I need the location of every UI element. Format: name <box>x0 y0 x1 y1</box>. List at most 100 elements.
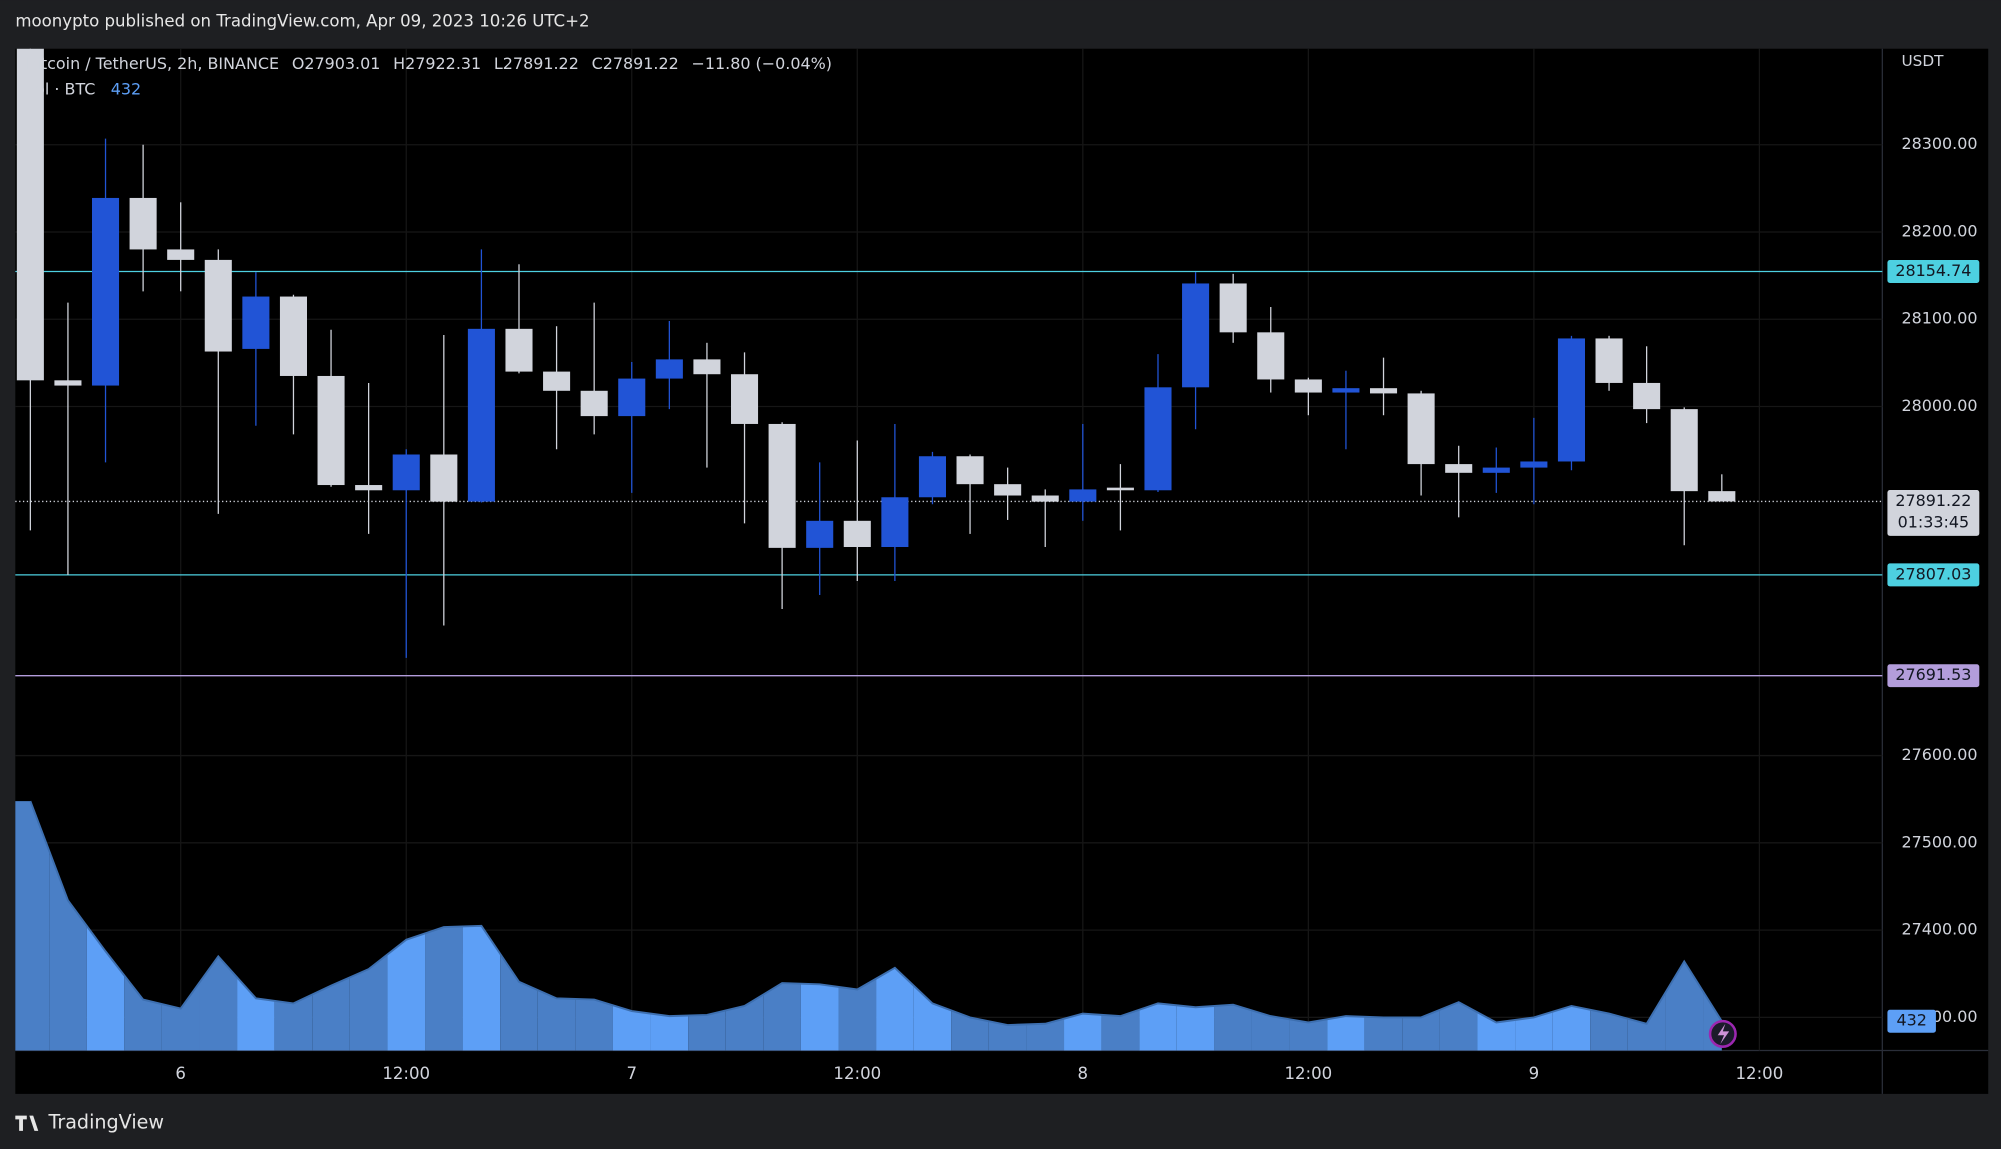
y-tick-label: 27600.00 <box>1901 745 1977 764</box>
candle-body <box>505 328 533 372</box>
candle-body <box>1369 388 1398 394</box>
candle-body <box>994 484 1022 496</box>
candle-body <box>1557 338 1585 462</box>
candle-body <box>1182 283 1210 388</box>
chart-area <box>15 48 1989 1094</box>
volume-area <box>1552 1005 1591 1051</box>
legend-open: O27903.01 <box>292 54 381 73</box>
x-tick-label: 9 <box>1529 1064 1540 1083</box>
legend-change: −11.80 (−0.04%) <box>692 54 832 73</box>
volume-area <box>1515 1011 1553 1051</box>
candle-body <box>1445 464 1473 473</box>
volume-area <box>988 1021 1027 1051</box>
volume-area <box>274 994 313 1051</box>
volume-area <box>876 967 914 1051</box>
price-label: 27691.53 <box>1895 665 1971 684</box>
price-label: 28154.74 <box>1895 261 1971 280</box>
volume-area <box>1214 1004 1252 1051</box>
last-price-box <box>1887 489 1980 536</box>
x-tick-label: 7 <box>626 1064 637 1083</box>
candle-body <box>655 359 683 379</box>
volume-area <box>1439 1002 1478 1051</box>
candle-body <box>956 456 984 485</box>
volume-label-box <box>1887 1009 1936 1033</box>
candle-body <box>768 423 796 548</box>
volume-area <box>800 983 839 1051</box>
candle-body <box>1708 491 1736 502</box>
candle-body <box>16 48 44 381</box>
volume-area <box>650 1013 689 1051</box>
volume-label: 432 <box>1896 1011 1926 1030</box>
volume-name: Vol · BTC <box>26 79 96 98</box>
candle-body <box>693 359 721 375</box>
price-label-box <box>1887 664 1980 688</box>
price-label-box <box>1887 259 1980 283</box>
volume-area <box>161 982 200 1051</box>
volume-area <box>763 983 801 1051</box>
volume-area <box>1139 1003 1177 1051</box>
candle-body <box>204 259 232 352</box>
legend-close: C27891.22 <box>592 54 679 73</box>
candle-body <box>1219 283 1247 333</box>
volume-area <box>462 925 501 1051</box>
volume-area <box>500 953 538 1051</box>
candle-body <box>1106 487 1134 491</box>
volume-area <box>86 925 125 1051</box>
y-tick-label: 27400.00 <box>1901 920 1977 939</box>
volume-area <box>15 801 50 1051</box>
volume-area <box>199 956 238 1051</box>
candle-body <box>91 197 120 386</box>
volume-area <box>1101 1009 1140 1051</box>
last-price-label: 27891.22 <box>1895 491 1971 510</box>
volume-area <box>387 933 426 1051</box>
volume-area <box>237 977 275 1051</box>
volume-area <box>1064 1013 1102 1051</box>
candle-body <box>167 249 195 260</box>
price-label: 27807.03 <box>1895 564 1971 583</box>
volume-area <box>951 1010 989 1051</box>
y-tick-label: 28000.00 <box>1901 396 1977 415</box>
candle-body <box>1144 387 1172 491</box>
volume-area <box>1665 961 1704 1051</box>
volume-area <box>1327 1016 1365 1051</box>
volume-area <box>575 998 613 1051</box>
volume-area <box>1402 1009 1440 1051</box>
footer-logo: TradingView <box>47 1111 164 1134</box>
alert-icon-bolt <box>1717 1023 1730 1045</box>
candle-body <box>1332 388 1360 393</box>
price-label-box <box>1887 563 1980 587</box>
legend-symbol: Bitcoin / TetherUS, 2h, BINANCE <box>26 54 280 73</box>
volume-area <box>1026 1018 1065 1051</box>
volume-area <box>612 1005 651 1051</box>
y-tick-label: 27500.00 <box>1901 832 1977 851</box>
volume-area <box>312 977 350 1051</box>
candle-body <box>881 497 909 547</box>
candle-body <box>730 374 759 424</box>
x-tick-label: 12:00 <box>382 1064 430 1083</box>
volume-area <box>349 954 388 1051</box>
y-tick-label: 28100.00 <box>1901 309 1977 328</box>
volume-area <box>124 975 162 1051</box>
candle-body <box>392 454 420 491</box>
candle-body <box>1633 382 1661 410</box>
volume-area <box>1289 1019 1328 1051</box>
candle-body <box>843 520 871 547</box>
volume-value: 432 <box>111 79 141 98</box>
volume-area <box>1176 1005 1215 1051</box>
volume-area <box>838 978 877 1051</box>
legend-high: H27922.31 <box>393 54 481 73</box>
x-tick-label: 8 <box>1078 1064 1089 1083</box>
legend: Bitcoin / TetherUS, 2h, BINANCE O27903.0… <box>26 54 832 73</box>
candle-body <box>1520 461 1548 468</box>
axis-unit: USDT <box>1901 52 1944 70</box>
volume-legend: Vol · BTC 432 <box>26 79 142 98</box>
candle-body <box>467 328 495 502</box>
candle-body <box>1069 489 1097 502</box>
x-tick-label: 12:00 <box>1284 1064 1332 1083</box>
x-tick-label: 6 <box>175 1064 186 1083</box>
candle-body <box>1670 409 1698 492</box>
candle-body <box>317 375 345 486</box>
candle-body <box>1407 393 1435 465</box>
